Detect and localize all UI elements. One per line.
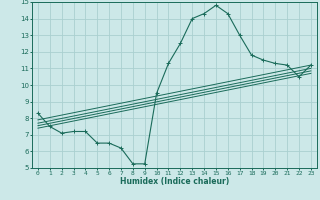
X-axis label: Humidex (Indice chaleur): Humidex (Indice chaleur) [120,177,229,186]
